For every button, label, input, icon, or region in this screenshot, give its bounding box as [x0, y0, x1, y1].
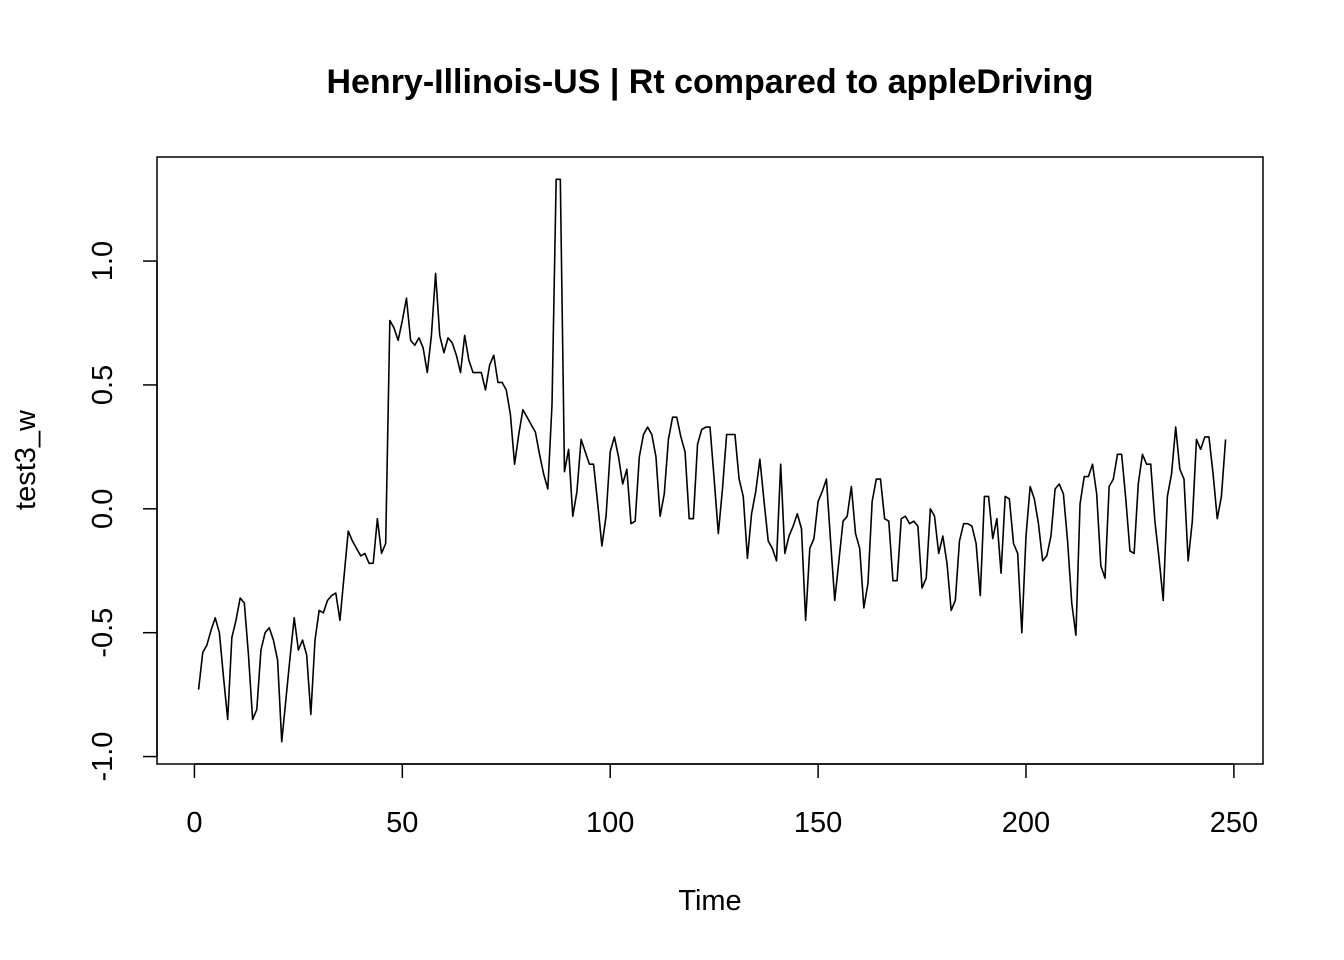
series-line — [197, 178, 1227, 743]
x-tick-label: 50 — [386, 807, 418, 839]
y-tick-label: -0.5 — [87, 608, 119, 658]
y-tick-label: 0.5 — [87, 365, 119, 405]
x-axis-label: Time — [678, 885, 741, 917]
y-tick-label: 0.0 — [87, 489, 119, 529]
y-axis: -1.0 -0.5 0.0 0.5 1.0 — [87, 241, 158, 782]
x-tick-label: 150 — [794, 807, 842, 839]
chart-title: Henry-Illinois-US | Rt compared to apple… — [326, 63, 1093, 101]
y-tick-label: 1.0 — [87, 241, 119, 281]
plot-frame — [156, 156, 1264, 765]
y-axis-label: test3_w — [10, 409, 42, 510]
x-tick-label: 0 — [186, 807, 202, 839]
x-tick-label: 100 — [586, 807, 634, 839]
x-tick-label: 200 — [1002, 807, 1050, 839]
x-tick-label: 250 — [1210, 807, 1258, 839]
x-axis: 0 50 100 150 200 250 — [186, 763, 1258, 839]
y-tick-label: -1.0 — [87, 732, 119, 782]
